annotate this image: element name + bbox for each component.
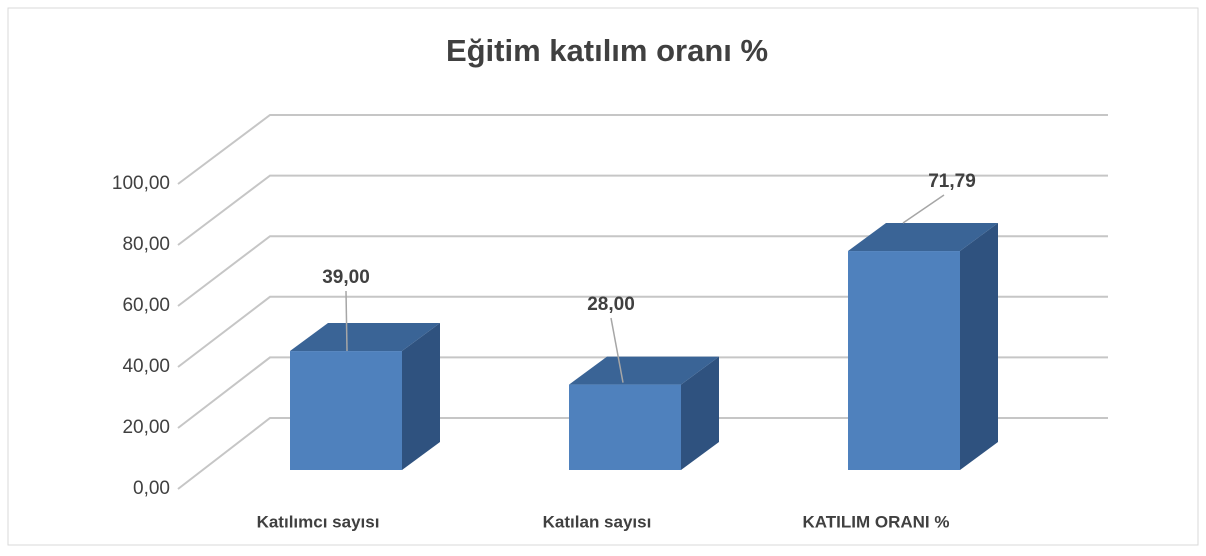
data-label: 71,79 [928, 171, 976, 192]
bar-side [681, 356, 719, 470]
leader-line [345, 290, 348, 352]
bar [569, 384, 681, 470]
bar [290, 351, 402, 470]
bar-top [569, 356, 719, 385]
x-tick-label: Katılımcı sayısı [257, 512, 380, 531]
data-label: 28,00 [587, 294, 635, 315]
grid-line [177, 356, 1108, 429]
grid-line [177, 235, 1108, 307]
grid-line [177, 417, 1108, 490]
y-tick-label: 20,00 [122, 417, 170, 438]
bar [848, 251, 960, 470]
bar-side [960, 223, 998, 470]
bar-top [290, 323, 440, 352]
grid-line [177, 295, 1108, 368]
y-tick-label: 80,00 [122, 234, 170, 255]
data-label: 39,00 [322, 267, 370, 288]
grid-line [177, 174, 1108, 246]
leader-line [610, 317, 624, 383]
y-tick-label: 100,00 [112, 173, 170, 194]
y-tick-label: 0,00 [133, 478, 170, 499]
y-tick-label: 40,00 [122, 356, 170, 377]
grid-line [177, 114, 1108, 185]
x-tick-label: KATILIM ORANI % [802, 512, 949, 531]
chart-title: Eğitim katılım oranı % [446, 33, 768, 68]
bar-side [402, 323, 440, 470]
leader-line [902, 194, 945, 224]
x-tick-label: Katılan sayısı [543, 512, 652, 531]
y-tick-label: 60,00 [122, 295, 170, 316]
bar-top [848, 223, 998, 252]
